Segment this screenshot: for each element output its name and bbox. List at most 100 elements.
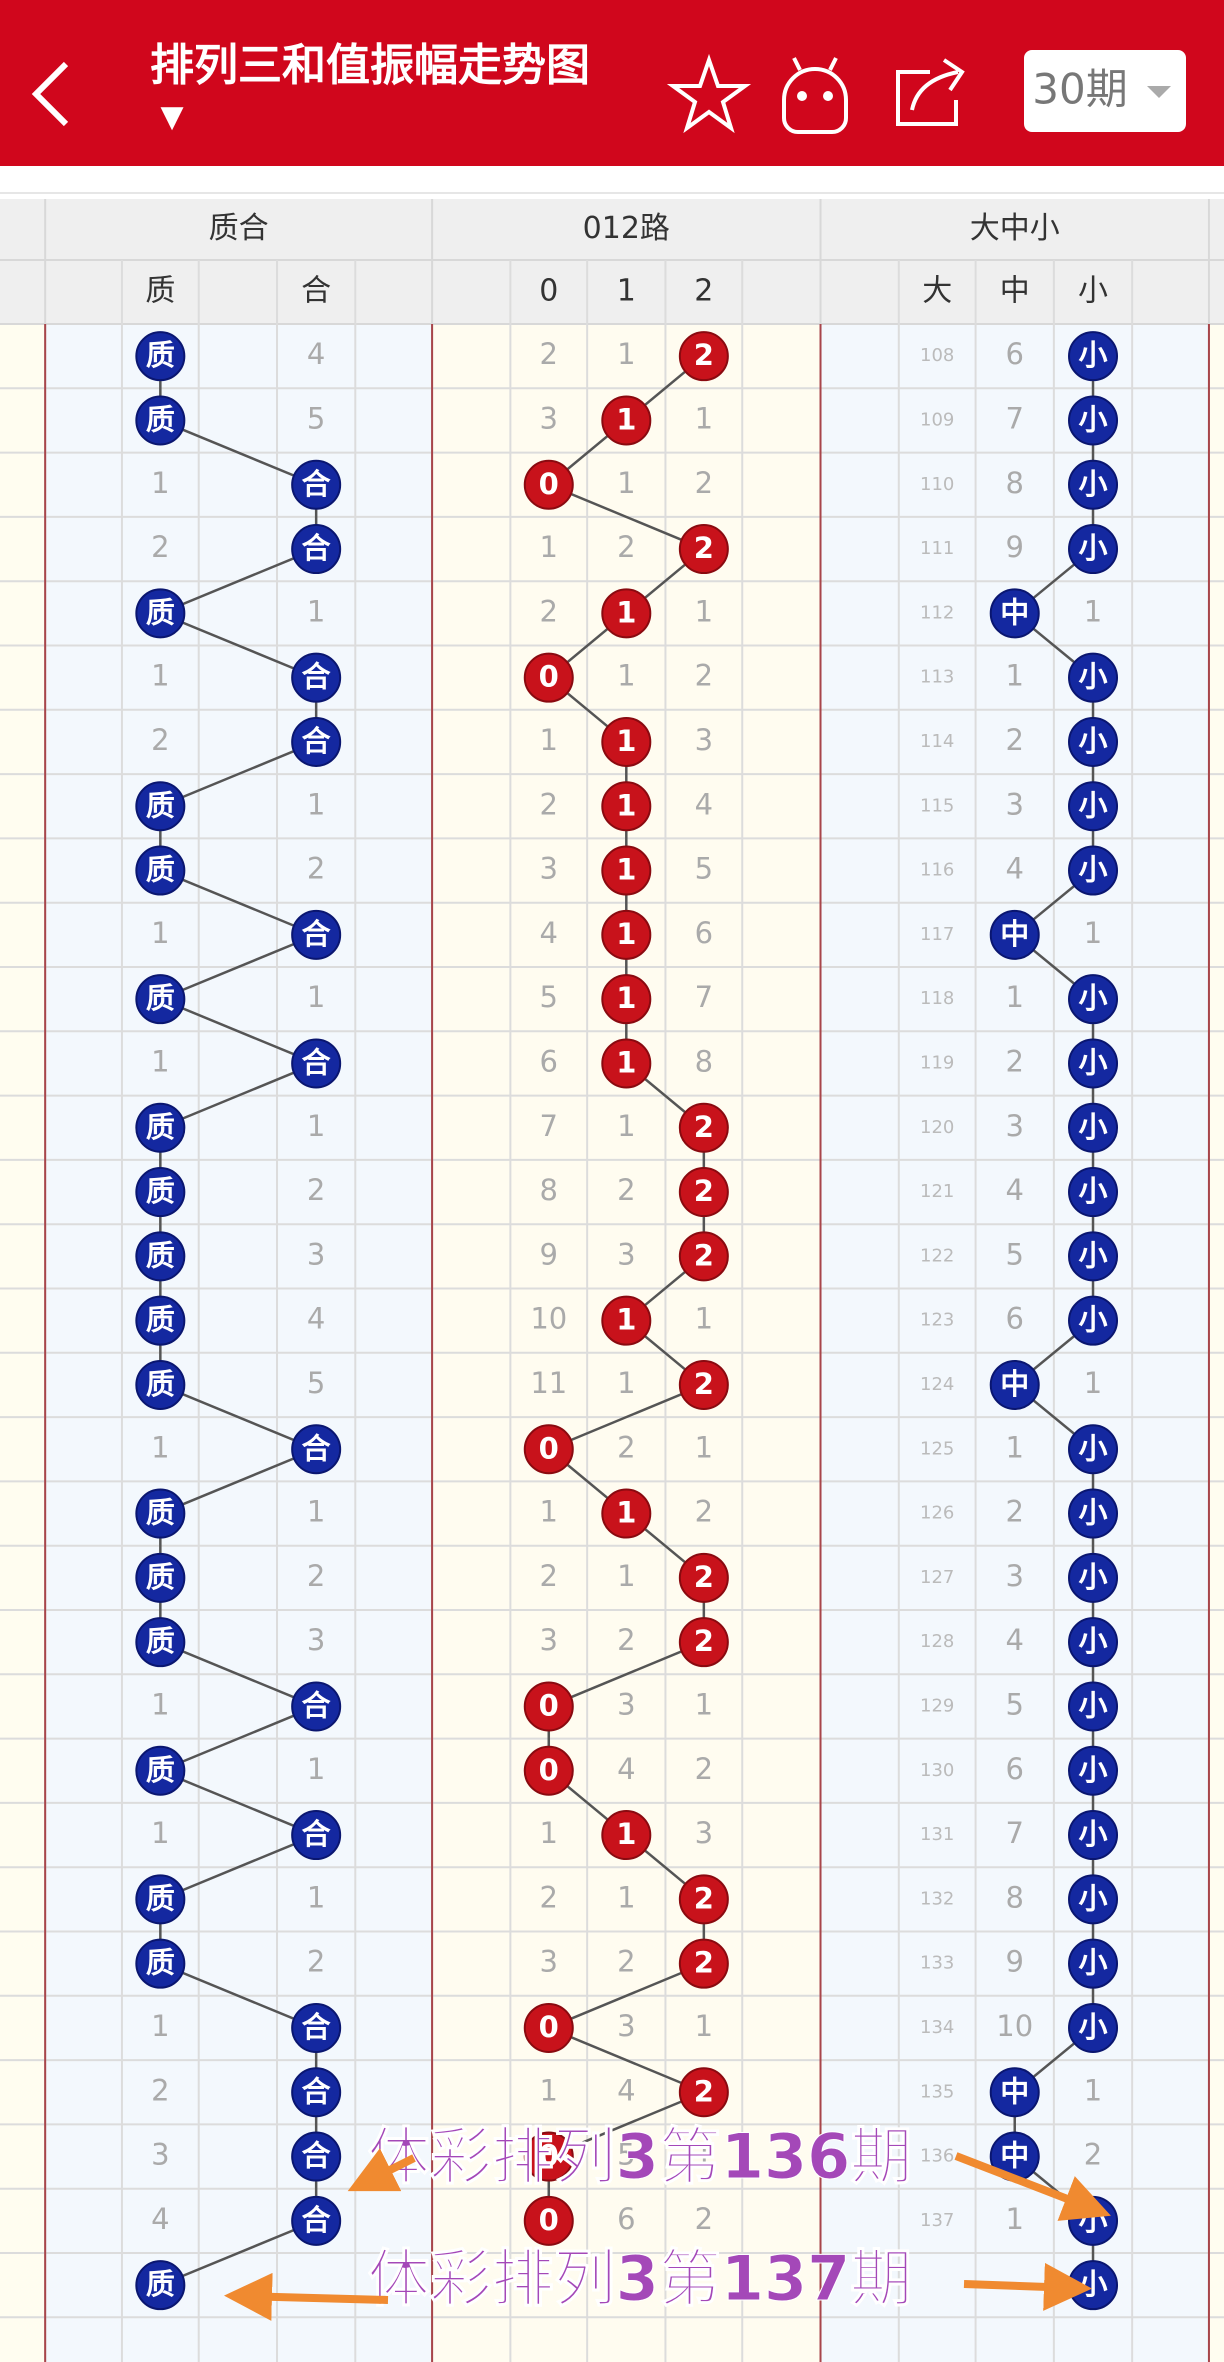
ball-label: 质	[146, 1367, 175, 1401]
omission: 2	[617, 530, 635, 564]
ball-label: 0	[539, 467, 559, 501]
ball	[1068, 1424, 1119, 1475]
omission: 4	[307, 337, 325, 371]
ball	[523, 652, 574, 703]
omission: 7	[1006, 401, 1024, 435]
ball-label: 小	[1079, 338, 1108, 372]
ball	[601, 1488, 652, 1539]
ball-label: 质	[146, 1238, 175, 1272]
omission: 1	[617, 1109, 635, 1143]
ball	[135, 1874, 186, 1925]
ball-label: 1	[616, 788, 636, 822]
ball	[989, 909, 1040, 960]
ball	[291, 716, 342, 767]
omission: 5	[1006, 1237, 1024, 1271]
ball	[601, 588, 652, 639]
ball	[601, 845, 652, 896]
ball-label: 质	[146, 1303, 175, 1337]
omission: 1	[617, 1559, 635, 1593]
header-bg	[0, 199, 1224, 324]
ball-label: 小	[1079, 1238, 1108, 1272]
ball-label: 质	[146, 338, 175, 372]
ball	[291, 2131, 342, 2182]
ball	[135, 1617, 186, 1668]
omission: 1	[307, 980, 325, 1014]
trend-line	[159, 547, 317, 615]
share-button[interactable]	[896, 58, 965, 126]
ball	[1068, 1295, 1119, 1346]
column-header: 2	[694, 274, 713, 309]
omission: 136	[920, 2146, 954, 2167]
omission: 108	[920, 345, 954, 366]
ball-label: 合	[302, 2010, 331, 2044]
ball	[135, 1167, 186, 1218]
ball	[135, 2260, 186, 2311]
omission: 1	[151, 659, 169, 693]
ball	[135, 331, 186, 382]
ball	[291, 1681, 342, 1732]
column-header: 1	[617, 274, 636, 309]
omission: 111	[920, 538, 954, 559]
ball-label: 小	[1079, 467, 1108, 501]
omission: 125	[920, 1438, 954, 1459]
column-header: 中	[1000, 274, 1030, 309]
ball-label: 小	[1079, 788, 1108, 822]
omission: 123	[920, 1310, 954, 1331]
omission: 1	[695, 2009, 713, 2043]
omission: 2	[307, 1945, 325, 1979]
omission: 2	[307, 1559, 325, 1593]
trend-line	[159, 1962, 317, 2030]
omission: 6	[695, 916, 713, 950]
ball-label: 0	[539, 2203, 559, 2237]
omission: 131	[920, 1824, 954, 1845]
ball	[1068, 845, 1119, 896]
omission: 2	[1006, 1495, 1024, 1529]
omission: 1	[617, 1880, 635, 1914]
ball-label: 合	[302, 917, 331, 951]
omission: 3	[540, 1945, 558, 1979]
omission: 114	[920, 731, 954, 752]
trend-line	[159, 1062, 317, 1129]
ball-label: 质	[146, 1496, 175, 1530]
ball	[1068, 652, 1119, 703]
omission: 2	[695, 2202, 713, 2236]
back-button[interactable]	[31, 61, 69, 127]
trend-line	[159, 1833, 317, 1901]
ball-label: 小	[1079, 1881, 1108, 1915]
ball	[601, 974, 652, 1025]
ball-label: 小	[1079, 2010, 1108, 2044]
period-select[interactable]	[1024, 50, 1186, 132]
omission: 2	[151, 2073, 169, 2107]
ball-label: 质	[146, 1110, 175, 1144]
ball-label: 小	[1079, 1431, 1108, 1465]
omission: 1	[151, 1816, 169, 1850]
title-dropdown[interactable]: ▼	[160, 100, 183, 135]
ball	[678, 1617, 729, 1668]
omission: 1	[695, 401, 713, 435]
ball-label: 1	[616, 1496, 636, 1530]
omission: 4	[695, 787, 713, 821]
ball-label: 合	[302, 2139, 331, 2173]
omission: 1	[307, 1109, 325, 1143]
omission: 121	[920, 1181, 954, 1202]
omission: 4	[1006, 1173, 1024, 1207]
omission: 3	[1006, 787, 1024, 821]
ball	[989, 2067, 1040, 2118]
omission: 3	[695, 1816, 713, 1850]
ball-label: 质	[146, 1624, 175, 1658]
ball-label: 小	[1079, 1624, 1108, 1658]
omission: 2	[617, 1623, 635, 1657]
ball-label: 合	[302, 2203, 331, 2237]
ball-label: 2	[694, 1174, 714, 1208]
omission: 8	[1006, 1880, 1024, 1914]
ball	[678, 1359, 729, 1410]
ball-label: 质	[146, 853, 175, 887]
period-label: 30期	[1032, 65, 1127, 114]
omission: 3	[617, 2009, 635, 2043]
android-button[interactable]	[782, 57, 848, 134]
omission: 135	[920, 2081, 954, 2102]
ball	[291, 2002, 342, 2053]
ball-label: 小	[1079, 1753, 1108, 1787]
ball-label: 1	[616, 853, 636, 887]
favorite-button[interactable]	[666, 53, 752, 134]
